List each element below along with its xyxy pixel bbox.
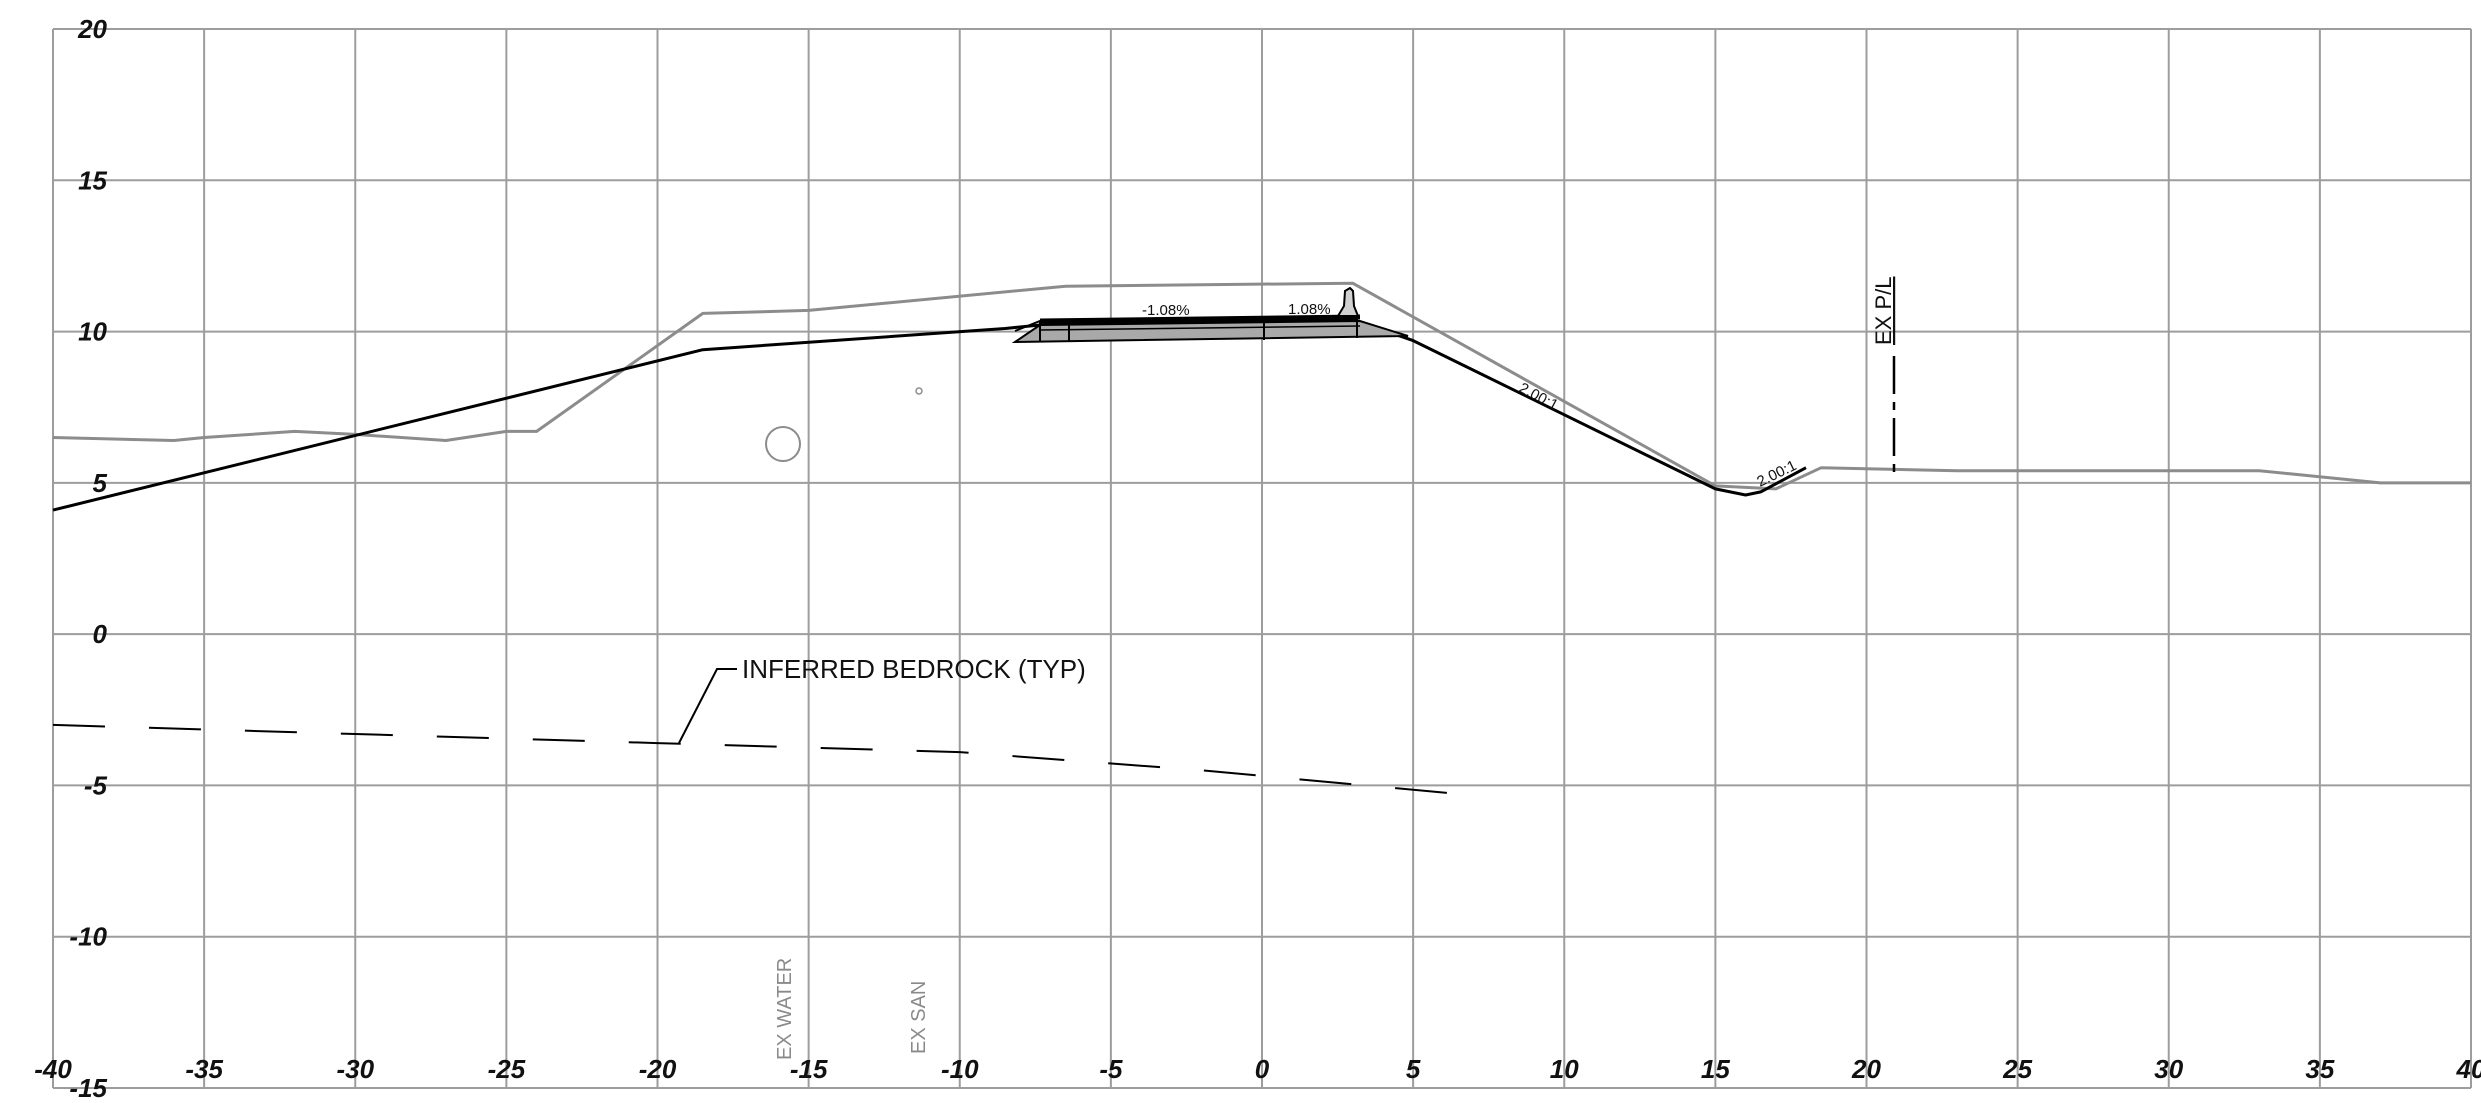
slope-right-label: 1.08% <box>1288 301 1331 318</box>
pavement-surface-line <box>1039 314 1361 324</box>
inferred-bedrock-line <box>52 723 1465 796</box>
bedrock-leader <box>678 668 737 744</box>
x-tick-label: -40 <box>34 1054 72 1084</box>
x-tick-label: -25 <box>488 1054 526 1084</box>
pavement-section: -1.08% 1.08% <box>1011 286 1409 344</box>
x-tick-label: -15 <box>790 1054 828 1084</box>
x-tick-label: 20 <box>1851 1054 1881 1084</box>
utility-label-water: EX WATER <box>774 958 796 1060</box>
y-tick-label: -15 <box>69 1073 107 1103</box>
utility-label-sanitary: EX SAN <box>908 981 930 1054</box>
x-tick-label: 15 <box>1701 1054 1730 1084</box>
y-tick-label: -5 <box>84 770 108 800</box>
x-tick-label: 35 <box>2305 1054 2334 1084</box>
left-shoulder-edge <box>1014 319 1041 342</box>
slope-left-label: -1.08% <box>1142 302 1190 319</box>
existing-water-pipe <box>765 426 801 462</box>
x-tick-label: -10 <box>941 1054 979 1084</box>
property-line-marker: EX P/L <box>1871 277 1896 472</box>
x-tick-label: 5 <box>1406 1054 1421 1084</box>
y-tick-label: 5 <box>93 468 108 498</box>
tick-labels: -40 -35 -30 -25 -20 -15 -10 -5 0 5 10 15 20 25 30 35 40 2… <box>34 14 2481 1103</box>
x-tick-label: 40 <box>2456 1054 2481 1084</box>
y-tick-label: 20 <box>77 14 107 44</box>
x-tick-label: 0 <box>1255 1054 1270 1084</box>
property-line-label: EX P/L <box>1871 277 1896 345</box>
existing-sanitary-pipe <box>915 387 923 395</box>
pavement-layer-line <box>1039 325 1361 331</box>
x-tick-label: 10 <box>1550 1054 1579 1084</box>
grid <box>52 28 2472 1089</box>
curb <box>1336 286 1360 317</box>
x-tick-label: -20 <box>639 1054 677 1084</box>
bedrock-callout-label: INFERRED BEDROCK (TYP) <box>742 654 1086 684</box>
x-tick-label: -30 <box>336 1054 374 1084</box>
y-tick-label: -10 <box>69 922 107 952</box>
existing-ground-line <box>52 281 2471 491</box>
x-tick-label: -35 <box>185 1054 223 1084</box>
y-tick-label: 10 <box>78 317 107 347</box>
x-tick-label: -5 <box>1099 1054 1123 1084</box>
y-tick-label: 0 <box>93 619 108 649</box>
x-tick-label: 25 <box>2002 1054 2032 1084</box>
bedrock-callout: INFERRED BEDROCK (TYP) <box>678 654 1086 744</box>
x-tick-label: 30 <box>2154 1054 2183 1084</box>
y-tick-label: 15 <box>78 165 107 195</box>
